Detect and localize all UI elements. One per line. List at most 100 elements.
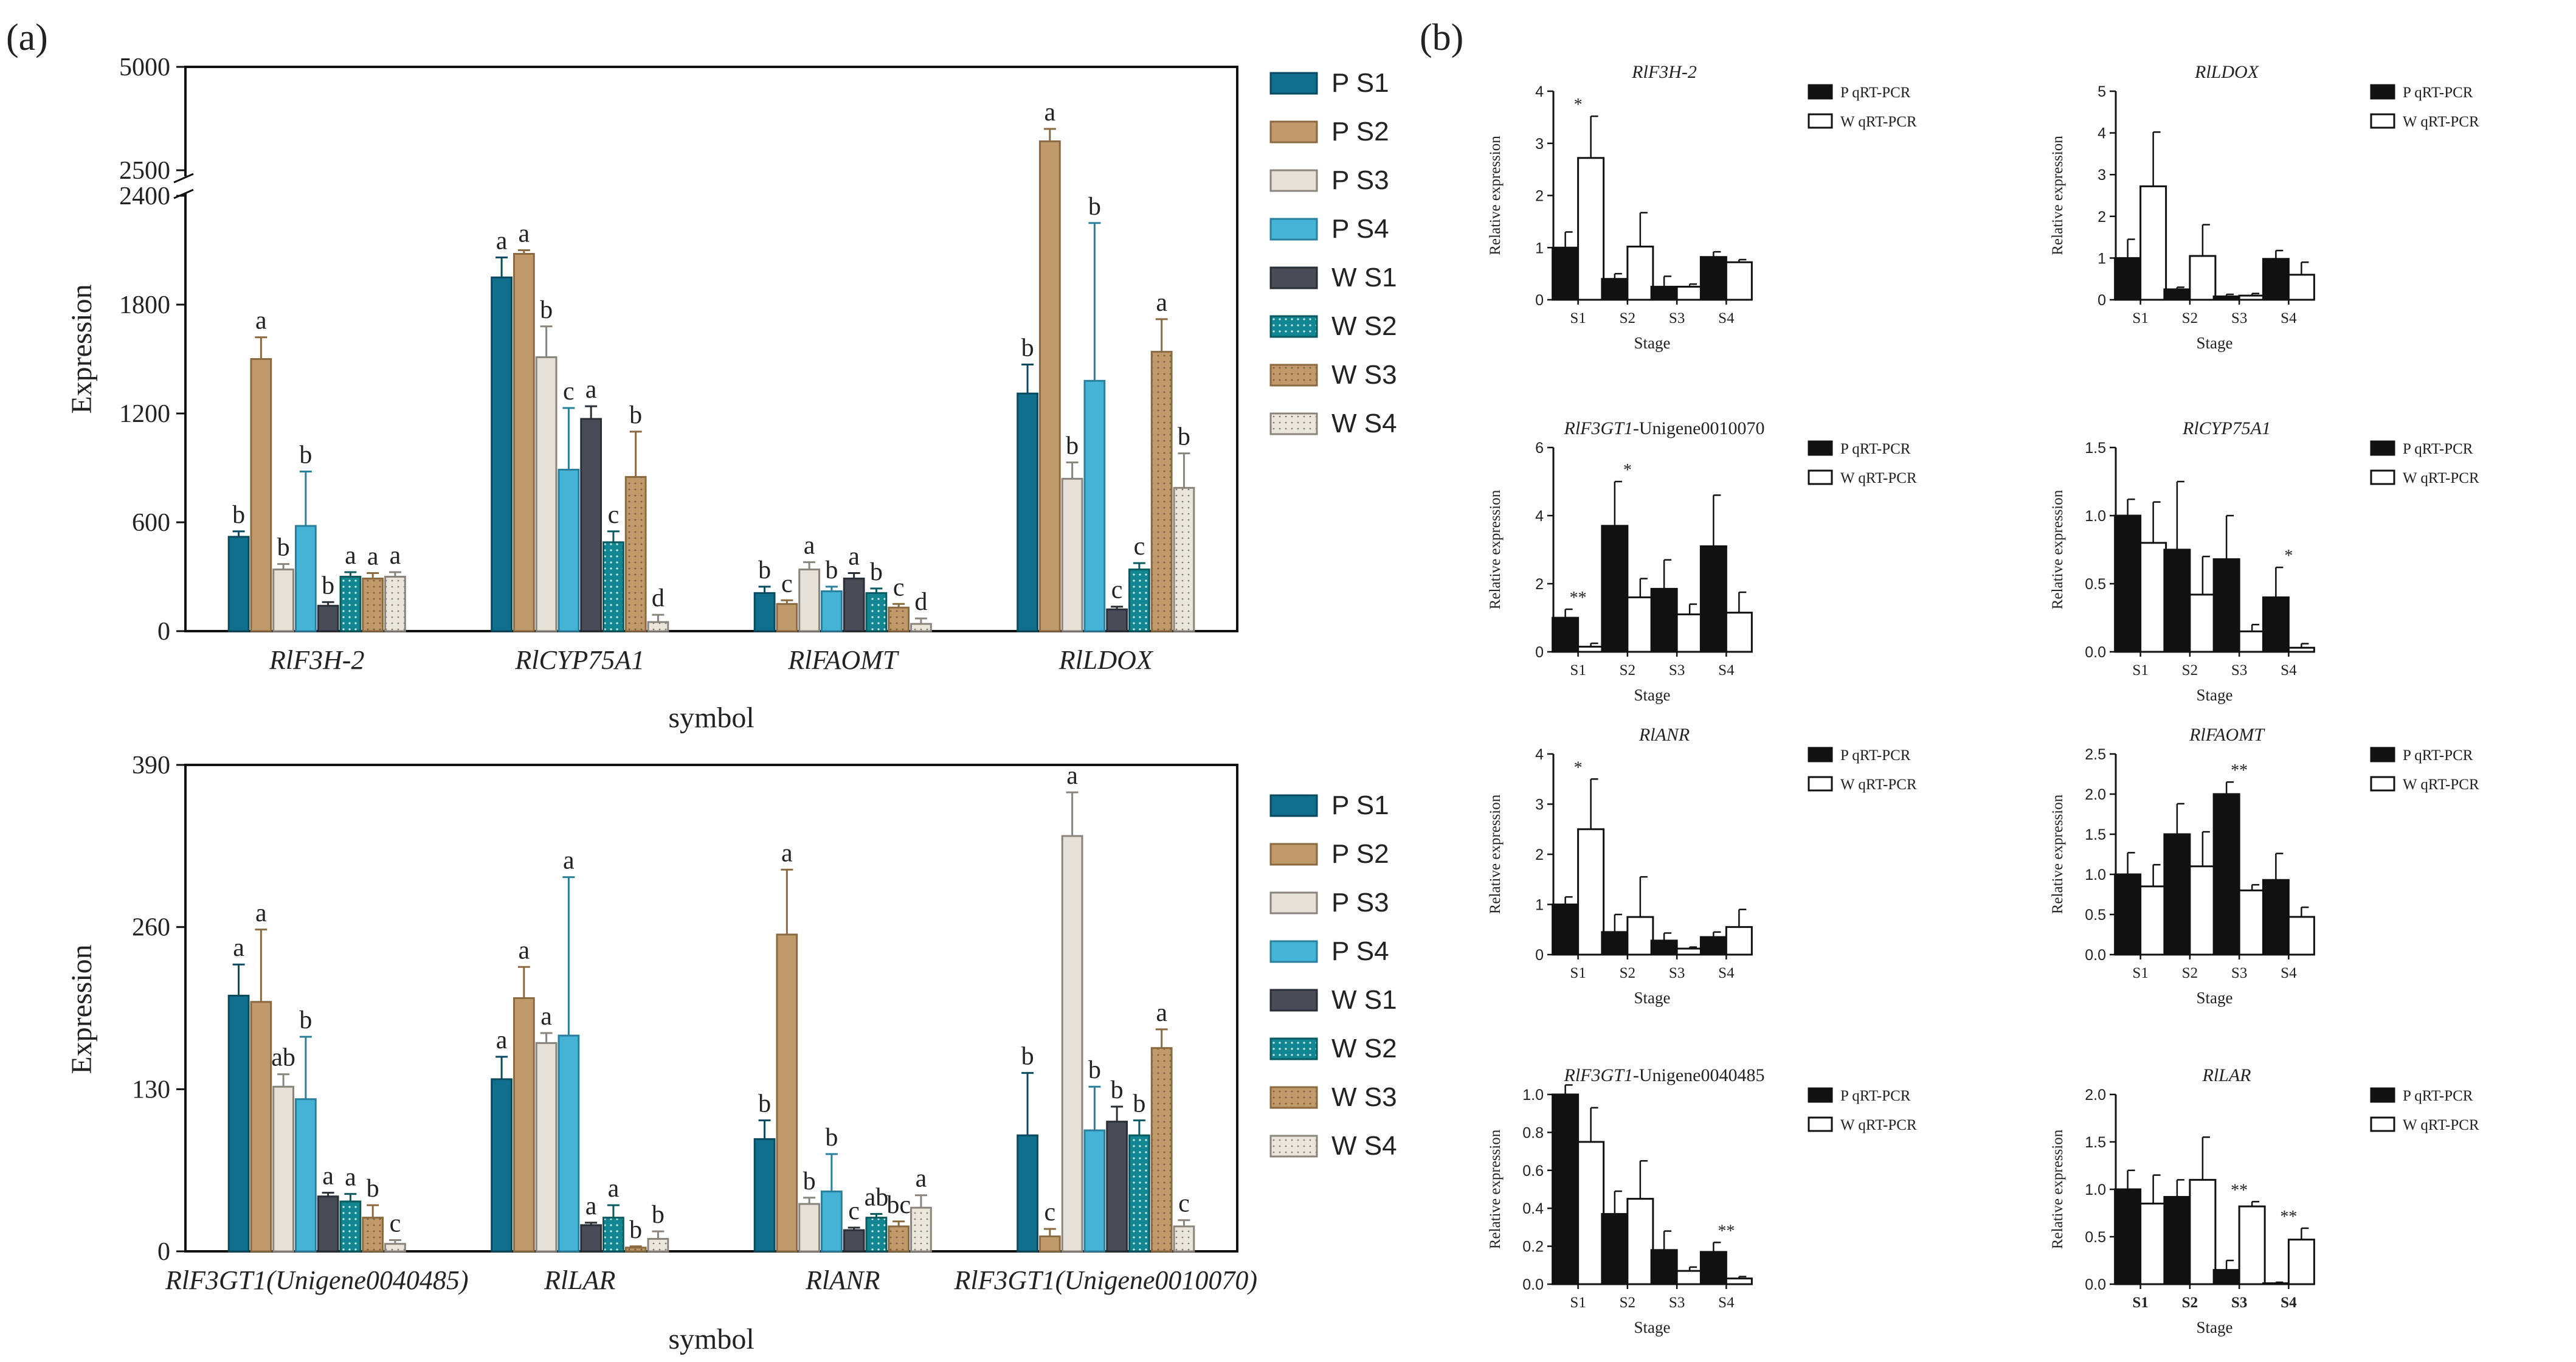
significance-letter: a [496,227,508,255]
x-tick-label: RlF3H-2 [269,645,364,675]
significance-letter: b [758,1090,771,1118]
y-tick-label: 390 [132,752,170,780]
bar [2238,630,2266,653]
bar [2287,274,2315,301]
y-tick-label: 3 [1535,136,1544,153]
axis-break-gap [180,176,192,193]
legend-label: P qRT-PCR [1840,747,1911,764]
y-tick-label: 2 [1535,576,1544,593]
significance-letter: c [563,378,575,406]
significance-mark: ** [1718,1222,1735,1240]
bar [580,1224,603,1253]
bar [1552,617,1580,653]
plot-frame [184,764,1238,1253]
y-tick-label: 0.8 [1522,1124,1544,1141]
bar [910,1206,932,1253]
bar [2139,1202,2167,1285]
bar [1699,256,1727,301]
y-tick-label: 2.0 [2085,1087,2106,1104]
y-axis-label: Relative expression [2049,794,2066,914]
significance-mark: ** [1570,589,1587,607]
bar [1650,286,1678,301]
bar [1699,936,1727,956]
legend-label: W qRT-PCR [1840,114,1917,130]
significance-letter: b [299,441,312,469]
axis-break-mark [173,188,194,199]
y-tick-label: 600 [132,509,170,537]
y-tick-label: 5000 [119,54,170,81]
legend-swatch [1808,1116,1833,1132]
legend-label: P qRT-PCR [2403,85,2473,101]
bar [1725,926,1753,956]
bar [1083,379,1106,632]
legend-swatch [2370,440,2395,456]
x-tick-label: S4 [1718,310,1735,327]
significance-letter: c [848,1197,860,1225]
legend-swatch [1269,315,1318,338]
panel-label-a: (a) [6,17,48,58]
bar [1061,835,1083,1253]
bar [843,577,865,632]
significance-letter: a [563,847,575,875]
gene-name-italic: RlCYP75A1 [2182,418,2271,438]
gene-name-italic: RlANR [1638,725,1690,745]
bar [647,621,669,632]
significance-letter: a [1045,99,1056,126]
legend-swatch [1269,266,1318,289]
x-axis-label: Stage [2197,1318,2233,1336]
y-tick-label: 1 [2098,250,2106,267]
bar [1577,1141,1605,1285]
y-tick-label: 1.0 [2085,866,2106,883]
y-tick-label: 0 [157,1238,170,1266]
legend-label: W S4 [1331,409,1397,438]
x-tick-label: RlF3GT1(Unigene0010070) [953,1265,1257,1295]
y-tick-label: 2 [2098,209,2106,226]
bar [2212,1269,2240,1285]
y-tick-label: 0 [2098,292,2106,309]
bar [624,1246,647,1253]
legend-label: W qRT-PCR [2403,776,2479,793]
bar [317,1195,339,1253]
chart-title: RlF3GT1-Unigene0040485 [1564,1065,1765,1085]
legend-swatch [1269,412,1318,435]
legend-label: P qRT-PCR [1840,441,1911,457]
significance-letter: c [893,573,905,601]
legend-swatch [1269,364,1318,387]
bar [362,577,384,632]
significance-letter: a [496,1026,508,1054]
bar [491,276,513,632]
significance-mark: * [1574,758,1583,777]
significance-letter: b [1133,1090,1145,1118]
chart-title: RlFAOMT [2189,725,2265,745]
y-tick-label: 0 [1535,947,1544,964]
significance-letter: a [367,543,379,571]
legend-label: W qRT-PCR [2403,470,2479,486]
bar [1725,1277,1753,1285]
bar [2287,646,2315,653]
bar [272,1085,294,1253]
bar [535,356,558,632]
x-tick-label: S2 [1620,662,1635,679]
bar [1676,1270,1704,1285]
bar [1676,286,1704,301]
bar [1173,1225,1195,1253]
significance-letter: a [519,936,530,964]
x-axis-label: Stage [1634,334,1671,352]
bar [843,1229,865,1253]
y-tick-label: 0.0 [2085,947,2106,964]
x-tick-label: S1 [1570,310,1586,327]
legend-swatch [1808,84,1833,100]
significance-letter: c [1111,576,1123,604]
y-tick-label: 1.5 [2085,826,2106,843]
bar [2114,257,2142,301]
x-tick-label: S4 [2281,662,2297,679]
y-tick-label: 0 [1535,644,1544,661]
legend-swatch [1269,989,1318,1012]
y-tick-label: 1.5 [2085,440,2106,457]
legend-label: W qRT-PCR [1840,1117,1917,1133]
bar [1601,931,1629,956]
significance-letter: c [1178,1190,1190,1218]
bar [820,1191,843,1253]
legend-swatch [1269,794,1318,817]
